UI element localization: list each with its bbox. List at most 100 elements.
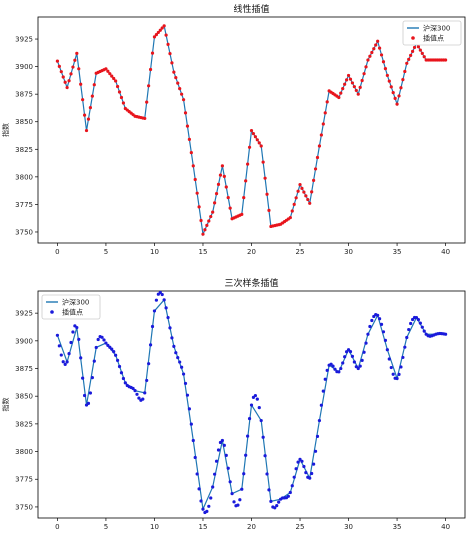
interpolated-point <box>154 33 158 37</box>
interpolated-point <box>172 344 176 348</box>
interpolated-point <box>228 480 232 484</box>
interpolated-point <box>422 55 426 59</box>
y-tick-label: 3825 <box>15 420 33 428</box>
y-tick-label: 3775 <box>15 476 33 484</box>
y-tick-label: 3900 <box>15 63 33 71</box>
interpolated-point <box>339 91 343 95</box>
interpolated-point <box>197 487 201 491</box>
interpolated-point <box>164 306 168 310</box>
interpolated-point <box>59 353 63 357</box>
y-tick-label: 3800 <box>15 173 33 181</box>
interpolated-point <box>345 350 349 354</box>
interpolated-point <box>57 344 61 348</box>
interpolated-point <box>203 228 207 232</box>
interpolated-point <box>401 355 405 360</box>
interpolated-point <box>100 335 104 339</box>
interpolated-point <box>389 365 393 370</box>
interpolated-point <box>117 90 122 94</box>
interpolated-point <box>174 351 178 355</box>
interpolated-point <box>306 197 310 202</box>
interpolated-point <box>273 506 277 510</box>
interpolated-point <box>131 386 135 391</box>
interpolated-point <box>220 438 224 443</box>
interpolated-point <box>286 494 290 498</box>
interpolated-point <box>381 60 386 64</box>
interpolated-point <box>319 133 323 137</box>
interpolated-point <box>226 195 230 200</box>
x-tick-label: 20 <box>247 248 256 256</box>
legend-label-line: 沪深300 <box>423 24 450 33</box>
interpolated-point <box>418 321 422 325</box>
interpolated-point <box>323 111 327 115</box>
interpolated-point <box>181 372 186 376</box>
x-tick-label: 0 <box>55 248 59 256</box>
interpolated-point <box>312 462 316 466</box>
x-tick-label: 15 <box>199 248 208 256</box>
interpolated-point <box>294 196 298 200</box>
interpolated-point <box>407 327 411 332</box>
interpolated-point <box>412 45 417 50</box>
interpolated-point <box>385 348 389 352</box>
y-tick-label: 3775 <box>15 201 33 209</box>
interpolated-point <box>409 321 413 326</box>
interpolated-point <box>226 466 230 470</box>
y-tick-label: 3800 <box>15 448 33 456</box>
interpolated-point <box>343 355 347 359</box>
interpolated-point <box>325 368 329 372</box>
interpolated-point <box>265 472 269 476</box>
interpolated-point <box>343 82 347 86</box>
legend-marker-swatch <box>50 310 54 314</box>
interpolated-point <box>253 393 257 398</box>
interpolated-point <box>191 438 195 443</box>
interpolated-point <box>378 317 382 321</box>
x-tick-label: 35 <box>393 523 402 531</box>
interpolated-point <box>216 182 221 186</box>
interpolated-point <box>418 48 422 52</box>
interpolated-point <box>261 435 265 439</box>
interpolated-point <box>209 214 213 219</box>
interpolated-point <box>114 79 118 83</box>
interpolated-point <box>405 61 409 65</box>
interpolated-point <box>82 393 87 398</box>
interpolated-point <box>370 50 374 55</box>
interpolated-point <box>267 208 271 212</box>
interpolated-point <box>288 216 292 220</box>
interpolated-point <box>403 69 407 74</box>
interpolated-point <box>387 357 391 361</box>
interpolated-point <box>115 358 120 362</box>
interpolated-point <box>263 454 267 458</box>
interpolated-point <box>244 179 248 183</box>
interpolated-point <box>242 195 246 200</box>
interpolated-point <box>57 64 61 68</box>
interpolated-point <box>183 381 188 386</box>
interpolated-point <box>86 117 91 121</box>
interpolated-point <box>181 98 186 102</box>
interpolated-point <box>399 365 403 369</box>
interpolated-point <box>180 92 184 96</box>
x-tick-label: 35 <box>393 248 402 256</box>
x-tick-label: 10 <box>150 248 159 256</box>
interpolated-point <box>141 397 145 401</box>
interpolated-point <box>249 403 254 407</box>
y-tick-label: 3850 <box>15 118 33 126</box>
interpolated-point <box>59 70 63 74</box>
interpolated-point <box>224 185 228 189</box>
interpolated-point <box>158 28 162 32</box>
interpolated-point <box>397 372 401 376</box>
interpolated-point <box>236 503 240 507</box>
interpolated-point <box>298 457 302 461</box>
interpolated-point <box>65 360 69 364</box>
interpolated-point <box>170 61 174 65</box>
interpolated-point <box>325 100 329 104</box>
interpolated-point <box>79 356 83 360</box>
interpolated-point <box>323 377 327 381</box>
interpolated-point <box>374 43 378 47</box>
interpolated-point <box>148 343 153 347</box>
interpolated-point <box>189 151 193 155</box>
interpolated-point <box>205 509 209 513</box>
interpolated-point <box>420 325 424 329</box>
interpolated-point <box>55 333 60 337</box>
